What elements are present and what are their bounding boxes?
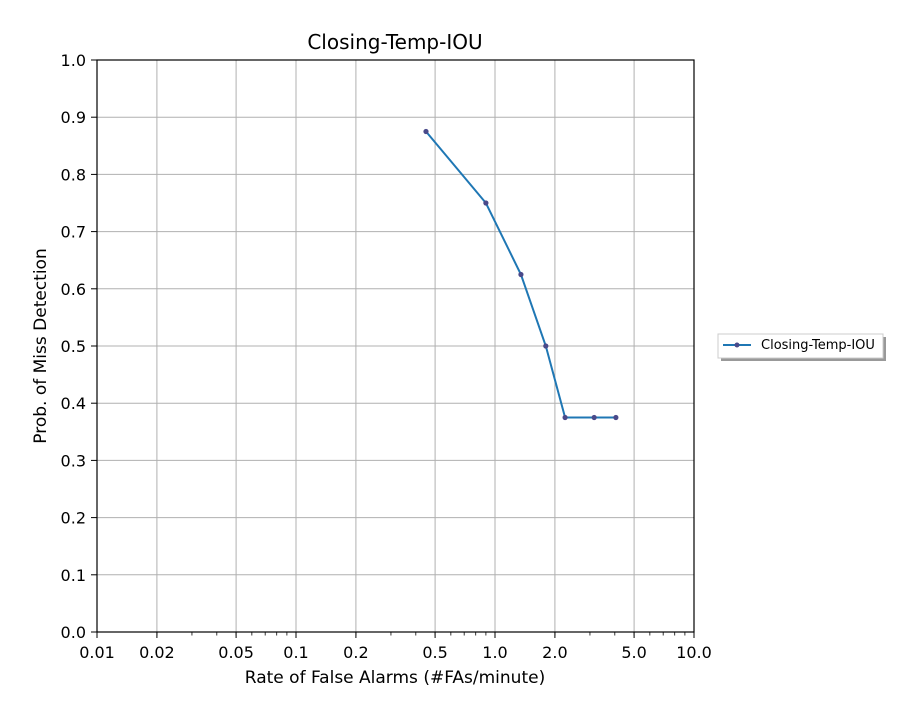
x-tick-label: 1.0 — [482, 643, 507, 662]
x-tick-label: 0.2 — [343, 643, 368, 662]
legend: Closing-Temp-IOU — [717, 333, 886, 361]
x-tick-label: 0.01 — [79, 643, 115, 662]
data-point — [591, 414, 597, 421]
y-tick-label: 0.9 — [61, 108, 86, 127]
data-point — [518, 271, 524, 278]
x-tick-label: 5.0 — [621, 643, 646, 662]
y-axis-label: Prob. of Miss Detection — [31, 248, 51, 443]
data-point — [483, 200, 489, 206]
y-tick-label: 0.2 — [61, 509, 86, 528]
x-axis-label: Rate of False Alarms (#FAs/minute) — [245, 668, 545, 688]
data-point — [562, 414, 568, 421]
y-tick-label: 0.0 — [61, 623, 86, 642]
y-tick-label: 0.8 — [61, 165, 86, 184]
series-layer — [423, 128, 619, 421]
y-tick-label: 0.6 — [61, 280, 86, 299]
x-tick-label: 10.0 — [676, 643, 712, 662]
x-tick-label: 0.5 — [422, 643, 447, 662]
y-tick-label: 0.3 — [61, 451, 86, 470]
legend-entry-label: Closing-Temp-IOU — [761, 338, 875, 353]
grid — [97, 60, 694, 632]
data-point — [423, 128, 429, 135]
y-tick-label: 0.7 — [61, 223, 86, 242]
data-point — [613, 414, 619, 421]
chart-title: Closing-Temp-IOU — [307, 30, 482, 54]
x-tick-label: 0.1 — [283, 643, 308, 662]
y-tick-label: 0.1 — [61, 566, 86, 585]
axes: 0.01 0.02 0.05 0.1 0.2 0.5 1.0 2.0 5.0 10.0 0.0 0.1… — [61, 51, 712, 662]
y-tick-label: 0.5 — [61, 337, 86, 356]
y-tick-label: 1.0 — [61, 51, 86, 70]
x-tick-label: 0.02 — [139, 643, 175, 662]
x-tick-label: 0.05 — [218, 643, 254, 662]
data-point — [543, 343, 549, 349]
x-tick-label: 2.0 — [542, 643, 567, 662]
y-tick-label: 0.4 — [61, 394, 86, 413]
legend-marker-sample — [734, 342, 740, 348]
